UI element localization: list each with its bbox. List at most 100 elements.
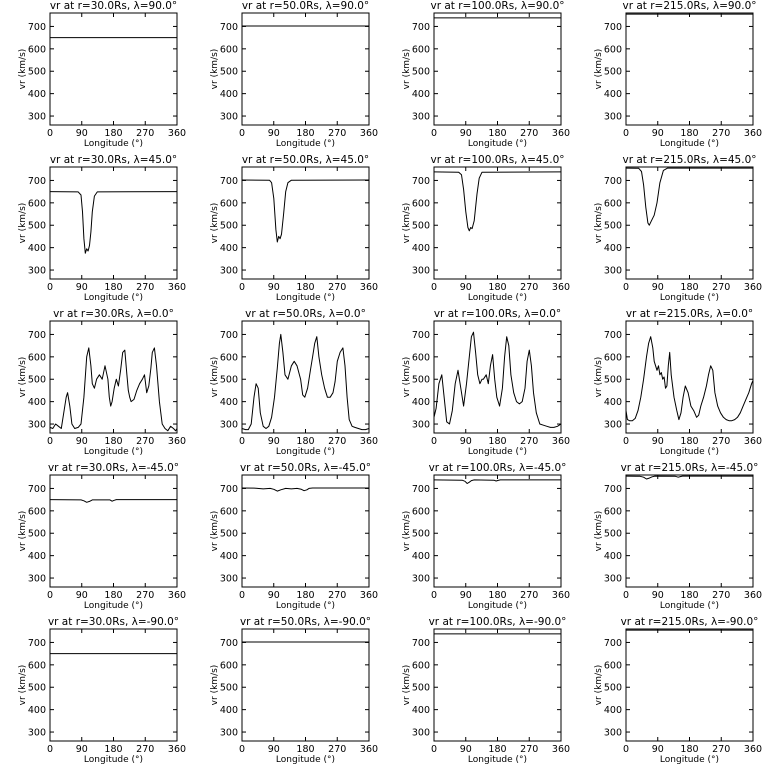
plot-frame <box>49 474 178 588</box>
y-axis-label: vr (km/s) <box>402 665 412 706</box>
x-tick-label: 0 <box>623 282 629 293</box>
x-tick-label: 0 <box>623 744 629 755</box>
x-tick-label: 270 <box>136 590 154 601</box>
y-axis-label: vr (km/s) <box>594 665 604 706</box>
y-tick-label: 600 <box>412 506 430 517</box>
x-tick-label: 180 <box>488 128 506 139</box>
y-tick-label: 600 <box>604 660 622 671</box>
y-tick-label: 500 <box>412 529 430 540</box>
y-axis-label: vr (km/s) <box>210 665 220 706</box>
x-tick-label: 270 <box>712 590 730 601</box>
y-tick-label: 600 <box>220 660 238 671</box>
y-tick-label: 600 <box>604 506 622 517</box>
y-tick-label: 300 <box>220 574 238 585</box>
x-tick-label: 270 <box>520 744 538 755</box>
y-axis-label: vr (km/s) <box>594 357 604 398</box>
y-tick-label: 600 <box>28 198 46 209</box>
x-tick-label: 180 <box>104 590 122 601</box>
x-axis-label: Longitude (°) <box>660 601 719 611</box>
x-axis-label: Longitude (°) <box>660 447 719 457</box>
panel-11: vr at r=100.0Rs, λ=0.0° 0 90 180 270 360 300 40… <box>402 308 570 457</box>
y-axis-label: vr (km/s) <box>210 511 220 552</box>
y-tick-label: 600 <box>604 352 622 363</box>
x-tick-label: 270 <box>328 744 346 755</box>
y-tick-label: 400 <box>412 243 430 254</box>
plot-frame <box>433 628 562 742</box>
panel-15: vr at r=100.0Rs, λ=-45.0° 0 90 180 270 360 300… <box>402 462 570 611</box>
x-tick-label: 360 <box>552 590 570 601</box>
y-tick-label: 300 <box>28 728 46 739</box>
series-line-1 <box>241 333 370 431</box>
y-tick-label: 600 <box>220 44 238 55</box>
y-axis-label: vr (km/s) <box>594 49 604 90</box>
x-tick-label: 0 <box>47 128 53 139</box>
panel-title: vr at r=215.0Rs, λ=45.0° <box>622 154 756 166</box>
x-tick-label: 360 <box>552 744 570 755</box>
y-tick-label: 500 <box>604 683 622 694</box>
plot-frame <box>625 628 754 742</box>
x-tick-label: 90 <box>76 128 88 139</box>
panel-2: vr at r=50.0Rs, λ=90.0° 0 90 180 270 360 300 40… <box>210 0 378 149</box>
x-tick-label: 270 <box>136 436 154 447</box>
x-tick-label: 90 <box>652 128 664 139</box>
plot-frame <box>433 320 562 434</box>
x-tick-label: 360 <box>168 282 186 293</box>
series-line-1 <box>433 331 562 428</box>
y-tick-label: 300 <box>604 112 622 123</box>
y-tick-label: 300 <box>220 728 238 739</box>
y-axis-label: vr (km/s) <box>594 203 604 244</box>
x-tick-label: 90 <box>460 744 472 755</box>
x-tick-label: 360 <box>360 590 378 601</box>
y-tick-label: 400 <box>28 243 46 254</box>
x-axis-label: Longitude (°) <box>660 293 719 303</box>
x-tick-label: 270 <box>712 436 730 447</box>
y-axis-label: vr (km/s) <box>210 357 220 398</box>
x-tick-label: 270 <box>136 744 154 755</box>
x-tick-label: 360 <box>744 128 762 139</box>
x-tick-label: 0 <box>47 436 53 447</box>
x-axis-label: Longitude (°) <box>84 755 143 765</box>
x-tick-label: 360 <box>552 128 570 139</box>
y-tick-label: 700 <box>220 22 238 33</box>
plot-frame <box>625 320 754 434</box>
y-tick-label: 500 <box>220 529 238 540</box>
panel-title: vr at r=50.0Rs, λ=-90.0° <box>240 616 371 628</box>
y-tick-label: 700 <box>220 638 238 649</box>
panel-12: vr at r=215.0Rs, λ=0.0° 0 90 180 270 360 300 40… <box>594 308 762 457</box>
plot-frame <box>241 474 370 588</box>
y-tick-label: 300 <box>28 112 46 123</box>
y-tick-label: 600 <box>28 506 46 517</box>
x-tick-label: 0 <box>623 436 629 447</box>
x-tick-label: 270 <box>136 128 154 139</box>
x-axis-label: Longitude (°) <box>276 139 335 149</box>
x-tick-label: 0 <box>47 744 53 755</box>
y-tick-label: 500 <box>412 683 430 694</box>
series-line-1 <box>49 499 177 503</box>
x-axis-label: Longitude (°) <box>84 601 143 611</box>
y-tick-label: 300 <box>412 112 430 123</box>
x-tick-label: 180 <box>488 282 506 293</box>
x-tick-label: 180 <box>296 128 314 139</box>
y-tick-label: 500 <box>220 67 238 78</box>
y-tick-label: 300 <box>412 574 430 585</box>
x-tick-label: 180 <box>680 436 698 447</box>
y-tick-label: 500 <box>604 529 622 540</box>
y-tick-label: 700 <box>412 638 430 649</box>
y-axis-label: vr (km/s) <box>18 357 28 398</box>
x-tick-label: 90 <box>268 744 280 755</box>
y-axis-label: vr (km/s) <box>594 511 604 552</box>
y-tick-label: 500 <box>28 683 46 694</box>
panel-16: vr at r=215.0Rs, λ=-45.0° 0 90 180 270 360 300… <box>594 462 762 611</box>
panel-title: vr at r=50.0Rs, λ=-45.0° <box>240 462 371 474</box>
x-tick-label: 180 <box>296 282 314 293</box>
y-tick-label: 700 <box>28 330 46 341</box>
x-tick-label: 180 <box>104 128 122 139</box>
y-tick-label: 500 <box>412 221 430 232</box>
x-tick-label: 0 <box>47 590 53 601</box>
y-tick-label: 700 <box>604 330 622 341</box>
y-tick-label: 400 <box>604 243 622 254</box>
panel-7: vr at r=100.0Rs, λ=45.0° 0 90 180 270 360 300 4… <box>402 154 570 303</box>
panel-title: vr at r=30.0Rs, λ=0.0° <box>53 308 174 320</box>
x-tick-label: 180 <box>680 590 698 601</box>
plot-frame <box>49 166 178 280</box>
